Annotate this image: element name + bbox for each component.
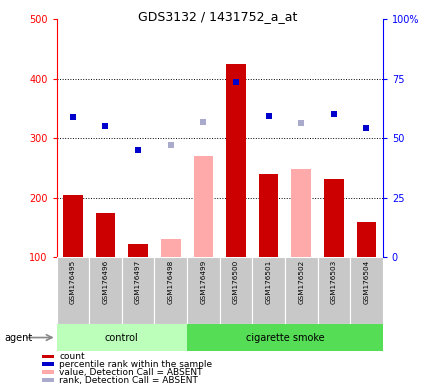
Bar — [154, 257, 187, 324]
Bar — [258, 174, 278, 257]
Bar — [349, 257, 382, 324]
Bar — [42, 362, 54, 366]
Bar — [356, 222, 375, 257]
Bar — [226, 64, 245, 257]
Text: agent: agent — [4, 333, 33, 343]
Text: GSM176497: GSM176497 — [135, 259, 141, 303]
Text: count: count — [59, 352, 85, 361]
Bar — [42, 378, 54, 382]
Bar — [56, 324, 187, 351]
Bar — [284, 257, 317, 324]
Bar — [291, 169, 310, 257]
Bar — [161, 240, 180, 257]
Text: GSM176500: GSM176500 — [233, 259, 238, 303]
Bar — [187, 324, 382, 351]
Bar — [128, 244, 148, 257]
Text: GSM176501: GSM176501 — [265, 259, 271, 303]
Bar — [56, 257, 89, 324]
Bar — [89, 257, 122, 324]
Text: percentile rank within the sample: percentile rank within the sample — [59, 360, 212, 369]
Text: GSM176498: GSM176498 — [168, 259, 173, 303]
Bar — [42, 354, 54, 358]
Text: GSM176499: GSM176499 — [200, 259, 206, 303]
Text: GSM176504: GSM176504 — [363, 259, 368, 303]
Text: control: control — [105, 333, 138, 343]
Bar — [63, 195, 82, 257]
Bar — [95, 213, 115, 257]
Text: rank, Detection Call = ABSENT: rank, Detection Call = ABSENT — [59, 376, 197, 384]
Bar — [193, 156, 213, 257]
Text: GSM176496: GSM176496 — [102, 259, 108, 303]
Text: GDS3132 / 1431752_a_at: GDS3132 / 1431752_a_at — [138, 10, 296, 23]
Bar — [187, 257, 219, 324]
Text: GSM176495: GSM176495 — [70, 259, 76, 303]
Bar — [323, 179, 343, 257]
Bar — [122, 257, 154, 324]
Text: value, Detection Call = ABSENT: value, Detection Call = ABSENT — [59, 368, 202, 377]
Bar — [219, 257, 252, 324]
Bar — [252, 257, 284, 324]
Text: GSM176503: GSM176503 — [330, 259, 336, 303]
Text: cigarette smoke: cigarette smoke — [245, 333, 323, 343]
Bar — [317, 257, 349, 324]
Bar — [42, 370, 54, 374]
Text: GSM176502: GSM176502 — [298, 259, 303, 303]
